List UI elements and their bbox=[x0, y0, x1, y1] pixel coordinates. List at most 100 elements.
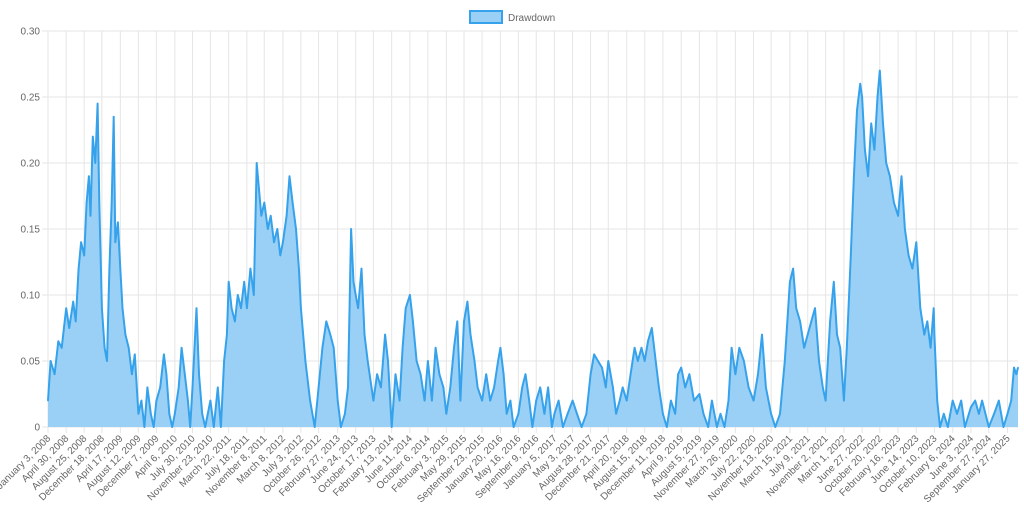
data-point bbox=[427, 360, 429, 362]
data-point bbox=[184, 373, 186, 376]
data-point bbox=[201, 413, 203, 415]
data-point bbox=[640, 347, 643, 349]
data-point bbox=[57, 340, 60, 343]
data-point bbox=[137, 413, 140, 415]
legend-label[interactable]: Drawdown bbox=[508, 13, 555, 24]
data-point bbox=[223, 360, 225, 362]
data-point bbox=[799, 320, 801, 323]
data-point bbox=[354, 294, 357, 296]
data-point bbox=[398, 399, 401, 402]
data-point bbox=[288, 175, 291, 177]
data-point bbox=[711, 399, 713, 402]
y-tick-label: 0.25 bbox=[21, 93, 41, 104]
data-point bbox=[336, 399, 339, 402]
data-point bbox=[445, 413, 448, 415]
data-point bbox=[615, 413, 617, 415]
data-point bbox=[489, 399, 492, 402]
data-point bbox=[833, 281, 835, 283]
data-point bbox=[240, 307, 242, 310]
data-point bbox=[363, 333, 366, 336]
data-point bbox=[547, 386, 549, 389]
data-point bbox=[227, 281, 230, 283]
data-point bbox=[65, 307, 67, 310]
data-point bbox=[165, 373, 168, 376]
data-point bbox=[761, 333, 763, 336]
data-point bbox=[209, 399, 212, 402]
data-point bbox=[779, 413, 781, 415]
data-point bbox=[174, 413, 176, 415]
data-point bbox=[850, 254, 852, 257]
data-point bbox=[273, 241, 275, 243]
data-point bbox=[168, 413, 171, 415]
data-point bbox=[612, 386, 614, 389]
data-point bbox=[658, 386, 660, 389]
data-point bbox=[1006, 413, 1009, 415]
data-point bbox=[566, 413, 569, 415]
data-point bbox=[119, 267, 122, 270]
data-point bbox=[867, 175, 869, 177]
data-point bbox=[1013, 366, 1015, 369]
data-point bbox=[171, 426, 173, 428]
data-point bbox=[585, 413, 588, 415]
data-point bbox=[589, 373, 592, 376]
data-point bbox=[213, 426, 215, 428]
y-tick-label: 0.05 bbox=[21, 357, 41, 368]
data-point bbox=[47, 399, 49, 402]
data-point bbox=[900, 175, 903, 177]
data-point bbox=[49, 360, 52, 362]
data-point bbox=[291, 201, 294, 204]
legend-swatch[interactable] bbox=[469, 10, 503, 24]
drawdown-area bbox=[48, 70, 1018, 427]
data-point bbox=[593, 353, 595, 356]
data-point bbox=[939, 426, 941, 428]
data-point bbox=[502, 373, 505, 376]
data-point bbox=[926, 320, 929, 323]
data-point bbox=[493, 386, 495, 389]
data-point bbox=[191, 386, 194, 389]
data-point bbox=[524, 373, 527, 376]
data-point bbox=[932, 307, 935, 310]
data-point bbox=[434, 347, 437, 349]
y-tick-label: 0 bbox=[34, 423, 40, 434]
data-point bbox=[152, 426, 155, 428]
data-point bbox=[810, 320, 813, 323]
data-point bbox=[960, 399, 962, 402]
data-point bbox=[693, 399, 695, 402]
y-tick-label: 0.20 bbox=[21, 159, 41, 170]
data-point bbox=[978, 413, 980, 415]
chart-legend[interactable]: Drawdown bbox=[469, 10, 555, 24]
data-point bbox=[535, 399, 537, 402]
data-point bbox=[117, 221, 119, 224]
data-point bbox=[597, 360, 599, 362]
data-point bbox=[864, 149, 866, 151]
data-point bbox=[879, 69, 881, 72]
data-point bbox=[885, 162, 887, 164]
data-point bbox=[360, 267, 363, 270]
data-point bbox=[401, 347, 404, 349]
data-point bbox=[730, 347, 733, 349]
data-point bbox=[127, 347, 130, 349]
data-point bbox=[970, 406, 972, 409]
data-point bbox=[419, 373, 422, 376]
data-point bbox=[897, 215, 899, 217]
data-point bbox=[469, 333, 472, 336]
data-point bbox=[481, 399, 483, 402]
data-point bbox=[988, 426, 990, 428]
data-point bbox=[512, 426, 515, 428]
data-point bbox=[88, 175, 90, 177]
data-point bbox=[947, 426, 949, 428]
data-point bbox=[698, 393, 701, 395]
data-point bbox=[911, 267, 914, 270]
data-point bbox=[1017, 366, 1019, 369]
data-point bbox=[836, 333, 838, 336]
data-point bbox=[53, 373, 56, 376]
data-point bbox=[943, 413, 945, 415]
data-point bbox=[814, 307, 816, 310]
data-point bbox=[882, 122, 884, 125]
data-point bbox=[304, 360, 307, 362]
data-point bbox=[347, 386, 349, 389]
data-point bbox=[442, 386, 445, 389]
data-point bbox=[423, 399, 426, 402]
